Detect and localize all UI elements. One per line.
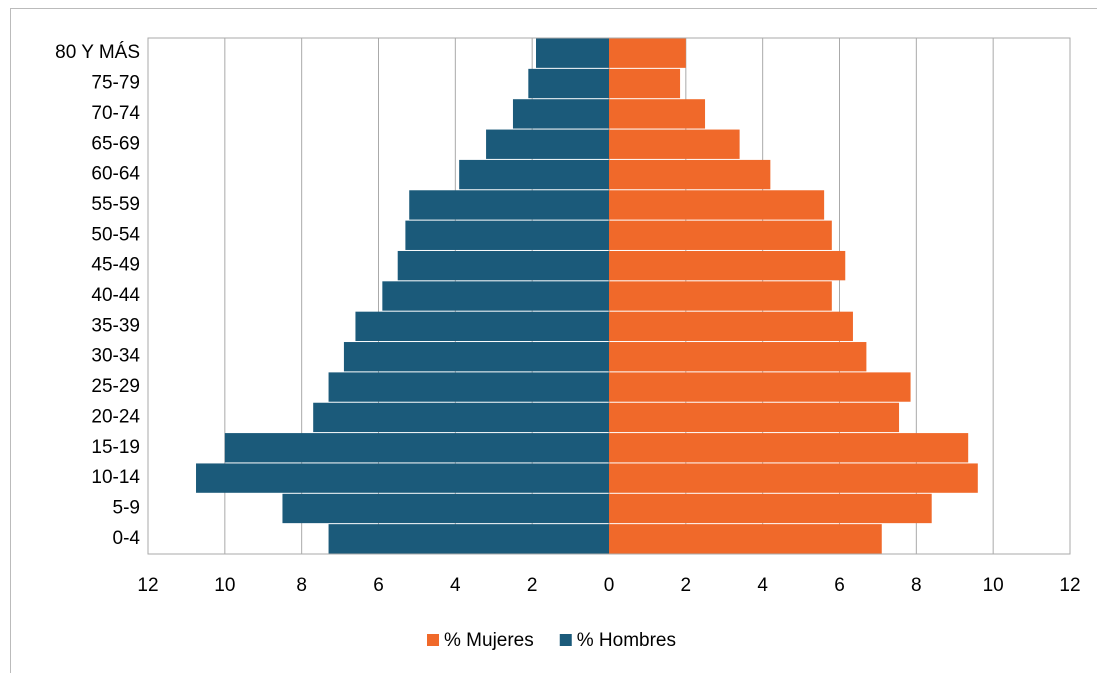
y-tick-label: 10-14 <box>91 467 140 488</box>
bar <box>609 220 832 250</box>
bar <box>382 281 609 311</box>
bar <box>459 159 609 190</box>
bar <box>196 463 610 493</box>
bar <box>512 99 609 129</box>
bar <box>313 402 609 433</box>
y-tick-label: 40-44 <box>91 285 140 306</box>
y-tick-label: 55-59 <box>91 194 140 215</box>
x-tick-label: 12 <box>1059 575 1080 596</box>
y-tick-label: 75-79 <box>91 73 140 94</box>
bar <box>224 433 610 463</box>
x-tick-label: 6 <box>373 575 384 596</box>
bar <box>609 372 911 402</box>
y-tick-label: 35-39 <box>91 315 140 336</box>
x-tick-label: 10 <box>983 575 1004 596</box>
x-tick-label: 0 <box>604 575 615 596</box>
chart-frame <box>10 8 1097 673</box>
legend-label: % Mujeres <box>444 630 534 651</box>
legend-swatch <box>559 634 572 646</box>
y-tick-label: 0-4 <box>113 528 141 549</box>
bar <box>409 190 609 220</box>
x-tick-label: 8 <box>911 575 922 596</box>
y-tick-label: 5-9 <box>113 497 140 518</box>
x-tick-label: 2 <box>527 575 538 596</box>
x-tick-label: 4 <box>757 575 768 596</box>
y-tick-label: 30-34 <box>91 346 140 367</box>
y-tick-label: 65-69 <box>91 133 140 154</box>
x-tick-label: 4 <box>450 575 461 596</box>
bar <box>609 129 740 159</box>
bar <box>328 372 609 402</box>
bar <box>536 38 609 68</box>
x-tick-label: 8 <box>296 575 307 596</box>
legend-swatch <box>427 634 439 646</box>
bar <box>397 250 609 281</box>
bar <box>528 68 609 99</box>
bar <box>609 342 867 372</box>
legend-label: % Hombres <box>577 630 676 651</box>
bar <box>328 524 609 554</box>
x-tick-label: 10 <box>214 575 235 596</box>
y-tick-label: 70-74 <box>91 103 140 124</box>
bar <box>609 159 771 190</box>
y-tick-label: 15-19 <box>91 437 140 458</box>
bar <box>609 38 686 68</box>
bar <box>355 311 609 342</box>
bar <box>405 220 609 250</box>
x-tick-label: 6 <box>834 575 845 596</box>
bar <box>343 342 609 372</box>
y-tick-label: 20-24 <box>91 406 140 427</box>
bar <box>486 129 609 159</box>
bar <box>609 281 832 311</box>
bar <box>609 524 882 554</box>
bar <box>609 402 900 433</box>
bar <box>609 190 825 220</box>
y-tick-label: 45-49 <box>91 255 140 276</box>
y-tick-label: 80 Y MÁS <box>55 42 140 63</box>
bar <box>609 311 853 342</box>
x-tick-label: 12 <box>137 575 158 596</box>
x-tick-label: 2 <box>681 575 692 596</box>
bar <box>609 463 978 493</box>
y-tick-label: 50-54 <box>91 224 140 245</box>
y-tick-label: 25-29 <box>91 376 140 397</box>
y-tick-label: 60-64 <box>91 164 140 185</box>
bar <box>609 250 846 281</box>
bar <box>609 493 932 524</box>
bar <box>609 99 706 129</box>
bar <box>609 433 969 463</box>
bar <box>282 493 609 524</box>
bar <box>609 68 681 99</box>
